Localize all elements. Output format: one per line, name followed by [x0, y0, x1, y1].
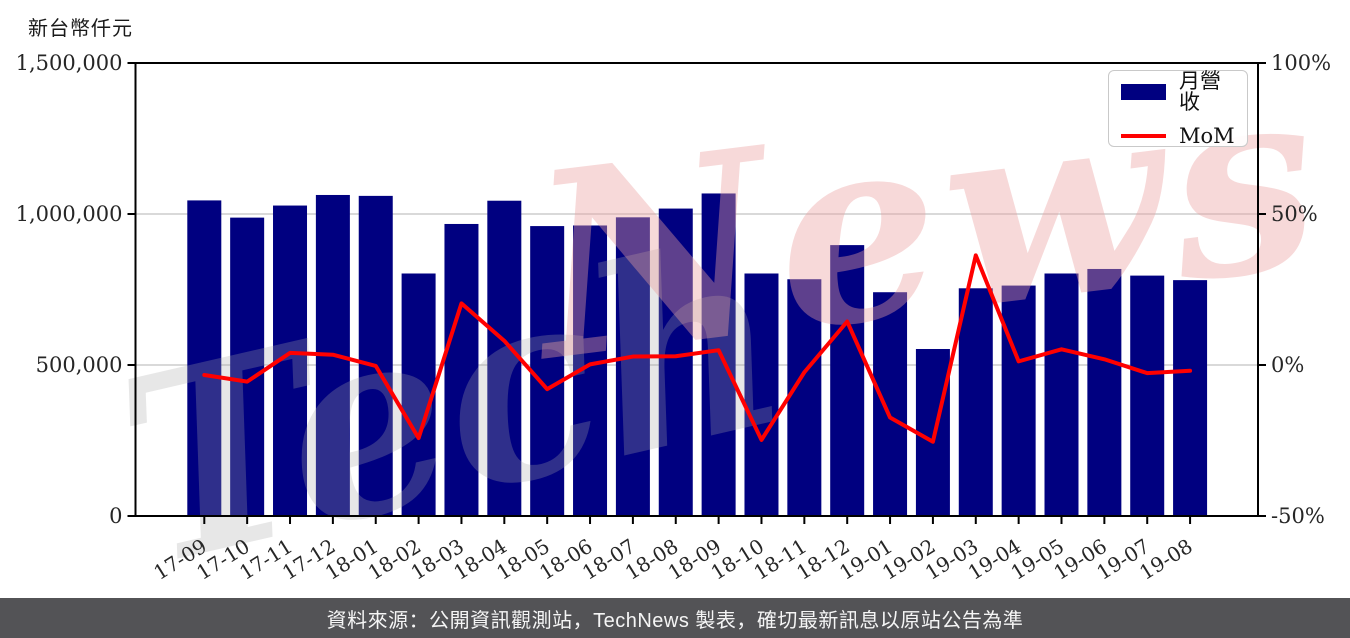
right-tick-label: 0% — [1271, 353, 1304, 377]
revenue-bar-18-07 — [615, 217, 650, 516]
revenue-bar-19-04 — [1001, 285, 1036, 516]
revenue-bar-18-11 — [787, 279, 822, 516]
revenue-bar-18-08 — [658, 208, 693, 516]
revenue-mom-chart: TechNews0500,0001,000,0001,500,000-50%0%… — [16, 25, 1340, 598]
revenue-bar-19-01 — [873, 292, 908, 516]
revenue-bar-18-05 — [530, 226, 565, 516]
legend-item-mom: MoM — [1121, 123, 1235, 148]
revenue-bar-18-03 — [444, 223, 479, 516]
revenue-bar-19-03 — [958, 288, 993, 516]
legend-label-mom: MoM — [1179, 123, 1235, 148]
source-text: 資料來源：公開資訊觀測站，TechNews 製表，確切最新訊息以原站公告為準 — [326, 609, 1024, 632]
revenue-bar-17-09 — [187, 200, 222, 516]
right-tick-label: -50% — [1271, 504, 1325, 528]
revenue-bar-18-04 — [487, 200, 522, 516]
revenue-bar-swatch — [1121, 83, 1166, 100]
revenue-bar-18-01 — [358, 195, 393, 516]
revenue-bar-19-07 — [1130, 275, 1165, 516]
revenue-bar-19-05 — [1044, 273, 1079, 516]
left-tick-label: 1,000,000 — [16, 202, 123, 226]
left-tick-label: 0 — [109, 504, 122, 528]
left-tick-label: 1,500,000 — [16, 51, 123, 75]
legend-item-revenue: 月營收 — [1121, 68, 1235, 114]
legend-label-revenue: 月營收 — [1179, 68, 1221, 114]
revenue-bar-18-10 — [744, 273, 779, 516]
legend: 月營收 MoM — [1108, 70, 1248, 147]
y-axis-unit-label: 新台幣仟元 — [28, 16, 133, 40]
right-tick-label: 100% — [1271, 51, 1331, 75]
revenue-bar-18-12 — [830, 245, 865, 516]
revenue-bar-19-08 — [1173, 280, 1208, 516]
plot-border — [134, 62, 1259, 517]
left-tick-label: 500,000 — [36, 353, 123, 377]
right-tick-label: 50% — [1271, 202, 1318, 226]
mom-line-swatch — [1121, 133, 1166, 139]
revenue-bar-19-06 — [1087, 268, 1122, 516]
revenue-bar-19-02 — [915, 348, 950, 516]
revenue-bar-17-10 — [230, 217, 265, 516]
mom-line — [202, 253, 1193, 444]
source-footer: 資料來源：公開資訊觀測站，TechNews 製表，確切最新訊息以原站公告為準 — [0, 598, 1350, 638]
revenue-bar-18-02 — [401, 273, 436, 516]
